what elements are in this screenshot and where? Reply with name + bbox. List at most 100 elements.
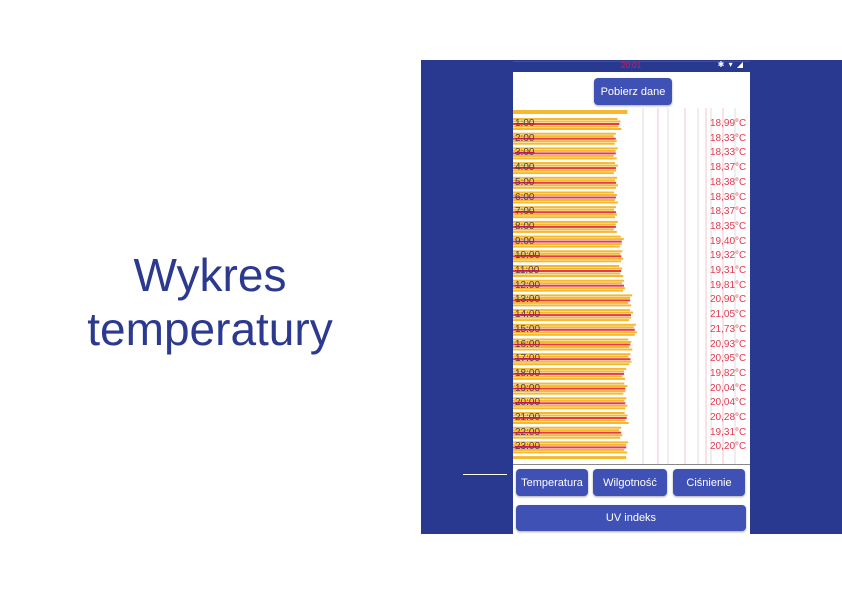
bar-21:00: [513, 422, 629, 424]
bar-3:00: [513, 154, 614, 157]
phone-screen: 20:01 ✱ ▾ ◢ Pobierz dane 1:00 18,99°C 2:00…: [513, 60, 750, 534]
wifi-icon: ▾: [728, 60, 734, 69]
fetch-data-button[interactable]: Pobierz dane: [594, 78, 672, 105]
bar-23:00: [513, 443, 627, 446]
tick-label: 12:00: [515, 279, 541, 291]
bar-18:00: [513, 370, 625, 373]
bar-6:00: [513, 199, 615, 201]
bar-2:00: [513, 135, 614, 138]
bar-12:00: [513, 279, 625, 282]
bar-15:00: [513, 326, 634, 329]
bar-2:00: [513, 142, 615, 145]
bar-13:00: [513, 304, 632, 307]
tick-label: 4:00: [515, 162, 535, 174]
bar-5:00: [513, 179, 616, 182]
tick-label: 20:00: [515, 397, 541, 409]
bar-18:00: [513, 375, 623, 378]
bar-16:00: [513, 338, 629, 341]
status-icons: ✱ ▾ ◢: [718, 60, 744, 69]
data-label: 18,37°C: [710, 162, 747, 174]
tick-label: 8:00: [515, 220, 535, 232]
value-line-23:00: [513, 446, 627, 449]
bar-21:00: [513, 414, 628, 417]
temperature-chart: 1:00 18,99°C 2:00 18,33°C 3:00 18,33°C 4:00 18,…: [513, 108, 750, 465]
data-label: 18,37°C: [710, 206, 747, 218]
bar-15:00: [513, 333, 635, 336]
bar-22:00: [513, 429, 620, 432]
data-label: 21,05°C: [710, 309, 747, 321]
bar-14:00: [513, 309, 631, 312]
bar-9:00: [513, 245, 620, 248]
value-line-20:00: [513, 402, 626, 405]
bar-22:00: [513, 434, 623, 437]
bar-20:00: [513, 407, 626, 410]
bar-19:00: [513, 385, 628, 388]
bar-4:00: [513, 162, 615, 165]
bar-7:00: [513, 213, 617, 216]
bar-14:00: [513, 319, 630, 322]
value-line-8:00: [513, 225, 616, 228]
bar-22:00: [513, 436, 621, 439]
data-label: 21,73°C: [710, 323, 747, 335]
bar-13:00: [513, 301, 629, 304]
value-line-15:00: [513, 328, 635, 331]
bar-11:00: [513, 272, 621, 275]
bar-segment: [513, 456, 627, 460]
slide-title: Wykres temperatury: [60, 248, 360, 356]
bar-5:00: [513, 176, 618, 179]
bar-11:00: [513, 265, 620, 267]
bar-16:00: [513, 348, 633, 351]
tick-label: 1:00: [515, 118, 535, 129]
data-label: 19,40°C: [710, 235, 747, 247]
status-accent-line: [513, 61, 750, 62]
bar-1:00: [513, 120, 621, 123]
bar-1:00: [513, 125, 619, 128]
uv-index-button[interactable]: UV indeks: [516, 505, 746, 531]
bar-10:00: [513, 250, 623, 253]
data-label: 20,04°C: [710, 382, 747, 394]
bar-20:00: [513, 399, 625, 402]
signal-icon: ◢: [736, 60, 744, 69]
bar-12:00: [513, 289, 624, 292]
bar-10:00: [513, 260, 622, 263]
bar-8:00: [513, 223, 616, 226]
slide-title-line2: temperatury: [87, 303, 333, 355]
bar-16:00: [513, 341, 632, 343]
bar-5:00: [513, 186, 617, 189]
bar-21:00: [513, 412, 625, 414]
value-line-9:00: [513, 240, 622, 243]
bar-4:00: [513, 164, 618, 167]
data-label: 19,32°C: [710, 250, 747, 262]
bar-5:00: [513, 184, 619, 187]
bar-3:00: [513, 147, 618, 150]
data-label: 20,95°C: [710, 353, 747, 365]
bar-7:00: [513, 206, 616, 209]
slide-title-line1: Wykres: [133, 249, 287, 301]
bar-12:00: [513, 287, 626, 290]
bar-19:00: [513, 390, 626, 393]
bar-13:00: [513, 296, 631, 299]
data-label: 18,33°C: [710, 147, 747, 159]
status-time: 20:01: [621, 61, 642, 70]
humidity-button[interactable]: Wilgotność: [593, 469, 667, 496]
value-line-14:00: [513, 314, 632, 317]
tick-label: 6:00: [515, 191, 535, 203]
data-label: 20,04°C: [710, 397, 747, 409]
data-label: 18,36°C: [710, 191, 747, 203]
value-line-6:00: [513, 196, 616, 199]
tick-label: 23:00: [515, 441, 541, 453]
bar-14:00: [513, 311, 634, 314]
bar-16:00: [513, 346, 630, 348]
bar-segment: [513, 110, 628, 114]
data-label: 20,93°C: [710, 338, 747, 350]
bar-22:00: [513, 426, 622, 429]
bar-20:00: [513, 397, 627, 400]
pressure-button[interactable]: Ciśnienie: [673, 469, 745, 496]
tick-label: 17:00: [515, 353, 541, 365]
bar-2:00: [513, 132, 616, 135]
temperature-button[interactable]: Temperatura: [516, 469, 588, 496]
bar-1:00: [513, 118, 618, 120]
bar-9:00: [513, 238, 624, 241]
tick-label: 11:00: [515, 265, 540, 276]
bar-20:00: [513, 404, 628, 407]
